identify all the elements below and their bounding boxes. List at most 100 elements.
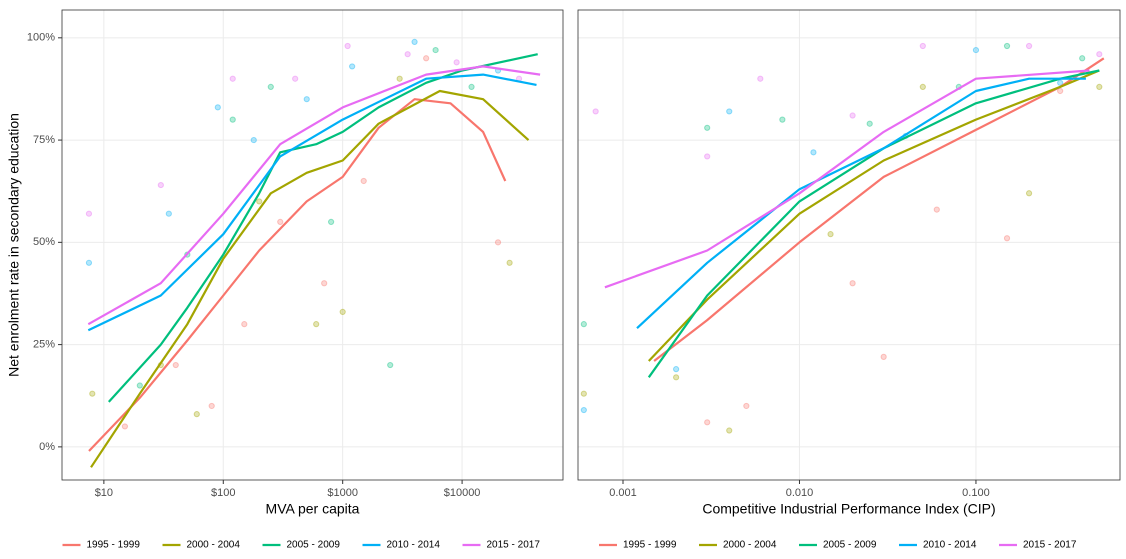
- point: [580, 321, 587, 328]
- x-tick-label: 0.100: [962, 487, 990, 499]
- point: [121, 423, 128, 430]
- smooth-line: [648, 69, 1100, 362]
- plot-layer: [580, 42, 1105, 434]
- point: [292, 75, 299, 82]
- point: [303, 96, 310, 103]
- point: [241, 321, 248, 328]
- point: [1003, 235, 1011, 242]
- point: [229, 116, 236, 123]
- point: [849, 280, 856, 287]
- point: [157, 181, 164, 189]
- point: [919, 42, 926, 50]
- point: [1025, 42, 1033, 50]
- legend-label: 2010 - 2014: [387, 540, 441, 551]
- point: [89, 390, 96, 397]
- point: [136, 382, 143, 389]
- smooth-line: [87, 73, 537, 332]
- point: [404, 51, 411, 58]
- point: [827, 231, 834, 238]
- point: [1025, 190, 1033, 197]
- point: [580, 390, 587, 397]
- point: [673, 366, 680, 373]
- x-axis-title: MVA per capita: [266, 501, 360, 517]
- point: [468, 83, 475, 91]
- point: [743, 402, 750, 410]
- point: [673, 374, 680, 381]
- y-tick-label: 25%: [33, 339, 55, 351]
- legend-label: 2005 - 2009: [287, 540, 341, 551]
- legend-label: 1995 - 1999: [87, 540, 141, 551]
- point: [165, 210, 172, 217]
- point: [880, 353, 887, 360]
- point: [321, 280, 328, 287]
- y-tick-label: 75%: [33, 134, 55, 146]
- y-tick-label: 0%: [39, 441, 55, 453]
- point: [972, 46, 980, 54]
- point: [726, 427, 733, 434]
- x-tick-label: $1000: [327, 487, 358, 499]
- point: [277, 218, 284, 225]
- legend-label: 2005 - 2009: [823, 540, 877, 551]
- legend-label: 2000 - 2004: [187, 540, 241, 551]
- point: [344, 42, 351, 50]
- legend-label: 2000 - 2004: [723, 540, 777, 551]
- legend-label: 2015 - 2017: [1023, 540, 1077, 551]
- smooth-line: [87, 65, 541, 326]
- plot-layer: [85, 38, 541, 468]
- point: [423, 55, 430, 62]
- point: [193, 411, 200, 418]
- point: [267, 83, 274, 91]
- legend-label: 2015 - 2017: [487, 540, 541, 551]
- legend-label: 1995 - 1999: [623, 540, 677, 551]
- legend-label: 2010 - 2014: [923, 540, 977, 551]
- point: [432, 46, 439, 54]
- smooth-line: [88, 98, 507, 452]
- point: [580, 406, 587, 414]
- point: [1057, 79, 1064, 86]
- point: [1057, 87, 1064, 95]
- point: [349, 63, 356, 70]
- point: [411, 38, 418, 46]
- panel-border: [577, 9, 1121, 481]
- point: [779, 116, 786, 123]
- point: [387, 361, 394, 369]
- point: [726, 108, 733, 115]
- point: [810, 149, 817, 156]
- x-tick-label: 0.010: [786, 487, 814, 499]
- x-axis-title: Competitive Industrial Performance Index…: [702, 501, 995, 517]
- panel-background: [62, 10, 563, 480]
- point: [592, 108, 599, 115]
- point: [214, 104, 221, 111]
- point: [757, 75, 764, 82]
- point: [256, 198, 263, 205]
- y-axis-title: Net enrolment rate in secondary educatio…: [6, 113, 22, 377]
- point: [506, 259, 513, 266]
- x-tick-label: $100: [211, 487, 235, 499]
- point: [360, 177, 367, 185]
- smooth-line: [604, 69, 1090, 289]
- y-tick-label: 100%: [27, 32, 55, 44]
- panel-background: [578, 10, 1120, 480]
- point: [172, 361, 179, 369]
- point: [1096, 83, 1103, 91]
- point: [1003, 42, 1011, 50]
- point: [866, 120, 873, 127]
- point: [494, 239, 502, 246]
- point: [339, 308, 346, 315]
- panel-border: [61, 9, 564, 481]
- point: [1079, 55, 1086, 62]
- point: [919, 83, 926, 91]
- point: [208, 402, 215, 410]
- point: [704, 419, 711, 426]
- smooth-line: [90, 89, 530, 468]
- x-tick-label: $10: [95, 487, 113, 499]
- point: [229, 75, 236, 82]
- point: [704, 124, 711, 131]
- point: [250, 136, 257, 144]
- point: [396, 75, 403, 82]
- point: [1096, 51, 1103, 58]
- y-tick-label: 50%: [33, 236, 55, 248]
- x-tick-label: 0.001: [609, 487, 637, 499]
- x-tick-label: $10000: [444, 487, 481, 499]
